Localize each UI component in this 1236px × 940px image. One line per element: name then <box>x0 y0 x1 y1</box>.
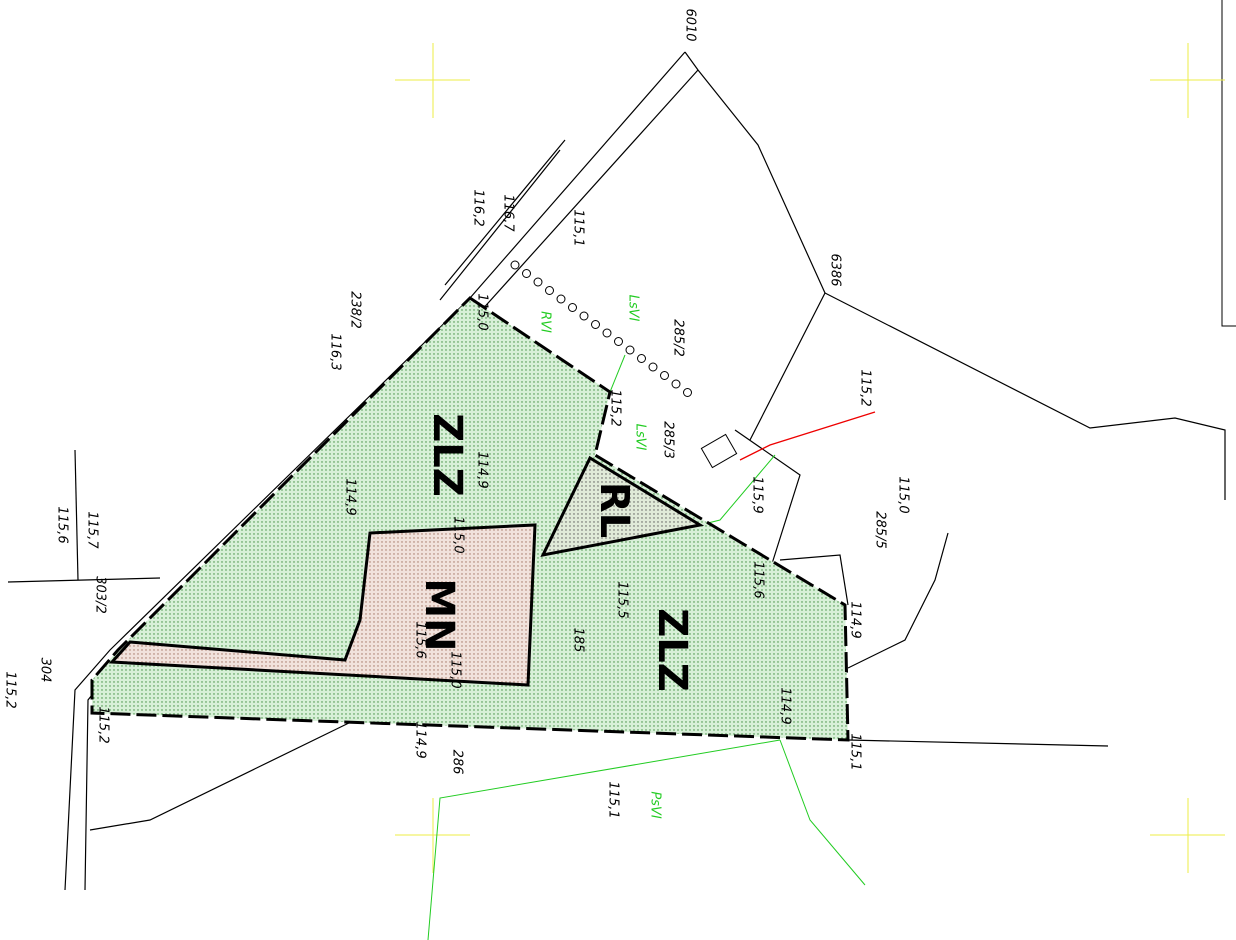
building <box>701 434 736 467</box>
map-label: 285/5 <box>873 511 888 548</box>
map-label: 115,1 <box>848 733 863 770</box>
tree <box>523 270 531 278</box>
cadastral-map: 6010 115,1 6386 115,2 115,0 285/5 285/2 285/3 Ls… <box>0 0 1236 940</box>
tree <box>546 287 554 295</box>
tree <box>684 389 692 397</box>
map-label: 115,1 <box>606 781 621 818</box>
tree <box>534 278 542 286</box>
map-label: 115,9 <box>750 476 765 513</box>
map-label: 115,2 <box>3 671 18 708</box>
map-label: 115,7 <box>85 511 100 549</box>
map-label: 6386 <box>828 253 843 286</box>
tree <box>592 321 600 329</box>
map-label: 116,2 <box>471 189 486 226</box>
tree <box>626 346 634 354</box>
map-label: 114,9 <box>778 687 793 724</box>
zone-label: ZLZ <box>649 608 695 692</box>
tree <box>511 261 519 269</box>
map-label: 115,6 <box>55 506 70 543</box>
frame <box>1222 0 1236 326</box>
map-label: 115,2 <box>608 389 623 426</box>
map-label: 303/2 <box>93 576 108 613</box>
map-label: PsVI <box>648 791 663 819</box>
tree <box>649 363 657 371</box>
map-label: 285/3 <box>661 421 676 458</box>
map-label: 285/2 <box>671 319 686 356</box>
map-label: 6010 <box>683 8 698 41</box>
map-label: 286 <box>450 750 465 775</box>
tree <box>638 355 646 363</box>
map-label: 115,0 <box>451 516 466 553</box>
zone-label: ZLZ <box>424 413 470 497</box>
tree <box>661 372 669 380</box>
map-label: 115,6 <box>751 561 766 598</box>
map-label: 115,0 <box>448 651 463 688</box>
map-label: RVI <box>538 311 553 333</box>
map-label: 114,9 <box>848 601 863 638</box>
zone-label: RL <box>591 482 637 538</box>
tree <box>672 380 680 388</box>
tree <box>580 312 588 320</box>
map-label: 115,5 <box>615 581 630 618</box>
map-label: 115,6 <box>413 621 428 658</box>
map-label: 114,9 <box>413 721 428 758</box>
map-label: 304 <box>38 658 53 683</box>
map-label: 115,0 <box>896 476 911 513</box>
tree <box>569 304 577 312</box>
map-label: 185 <box>571 628 586 653</box>
tree <box>603 329 611 337</box>
map-label: 116,7 <box>501 194 516 232</box>
map-label: 238/2 <box>348 291 363 328</box>
map-label: LsVI <box>633 424 648 451</box>
map-label: 116,3 <box>328 333 343 370</box>
map-label: LsVI <box>626 295 641 322</box>
tree <box>615 338 623 346</box>
map-label: 114,9 <box>475 451 490 488</box>
tree <box>557 295 565 303</box>
map-label: 115,0 <box>475 293 490 330</box>
map-label: 114,9 <box>343 478 358 515</box>
map-label: 115,2 <box>858 369 873 406</box>
map-label: 115,2 <box>96 706 111 743</box>
map-label: 115,1 <box>571 209 586 246</box>
